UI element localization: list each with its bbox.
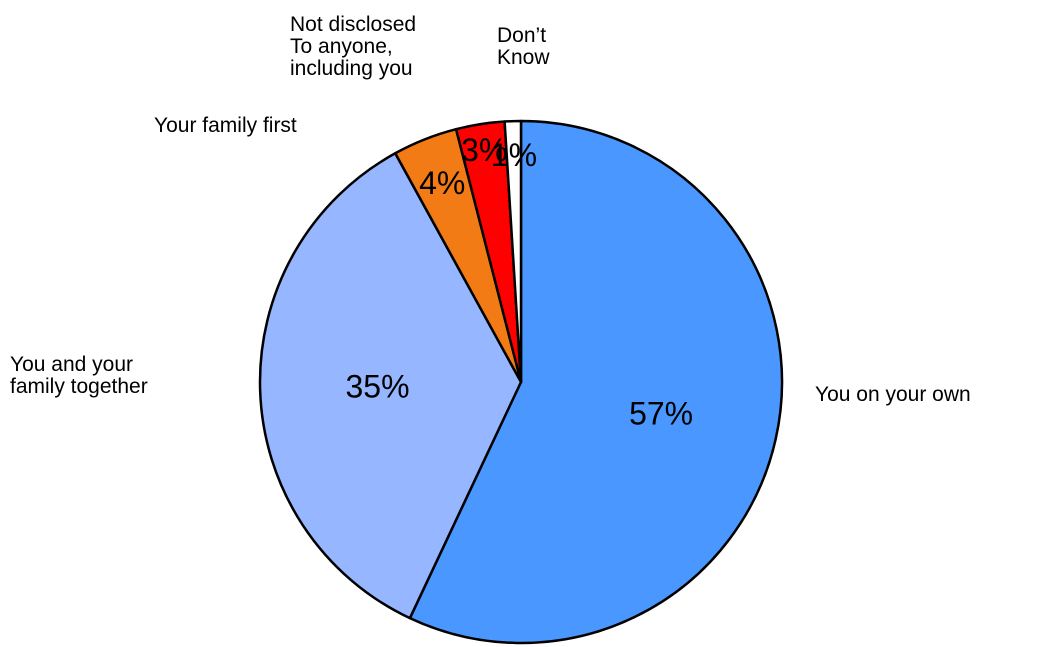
pie-slice-you-and-your-family-together [258,152,523,620]
slice-percent-label-you-on-your-own: 57% [629,395,693,431]
pie-slice-you-on-your-own [408,119,784,645]
category-label-not-disclosed: Not disclosed To anyone, including you [290,13,417,80]
category-label-dont-know: Don’t Know [497,24,550,69]
slice-percent-label-your-family-first: 4% [419,165,465,201]
category-label-you-on-your-own: You on your own [815,383,971,406]
category-label-you-and-your-family-together: You and your family together [10,353,148,398]
pie-slice-dont-know [503,119,523,384]
category-label-your-family-first: Your family first [154,114,297,137]
slice-percent-label-not-disclosed: 3% [461,132,507,168]
slice-percent-label-dont-know: 1% [491,137,537,173]
slice-percent-label-you-and-your-family-together: 35% [345,369,409,405]
